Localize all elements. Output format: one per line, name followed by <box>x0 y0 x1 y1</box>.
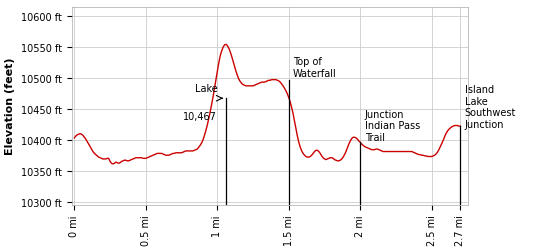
Text: Top of
Waterfall: Top of Waterfall <box>293 57 337 78</box>
Y-axis label: Elevation (feet): Elevation (feet) <box>5 58 15 155</box>
Text: Lake: Lake <box>195 84 217 94</box>
Text: 10,467: 10,467 <box>184 111 217 121</box>
Text: Junction
Indian Pass
Trail: Junction Indian Pass Trail <box>365 109 420 142</box>
Text: Island
Lake
Southwest
Junction: Island Lake Southwest Junction <box>465 85 516 129</box>
